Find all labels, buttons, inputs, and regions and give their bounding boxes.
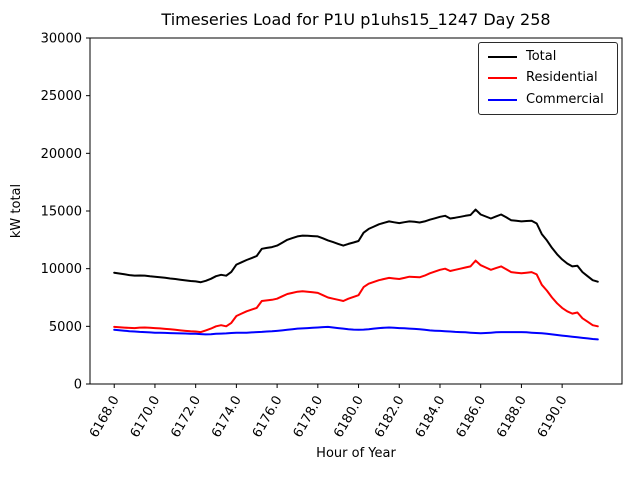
legend-label-total: Total (526, 49, 557, 64)
y-tick-label: 15000 (41, 205, 82, 220)
residential-line-swatch (488, 77, 517, 80)
series-line-residential (113, 259, 599, 334)
x-tick-label: 6170.0 (128, 394, 164, 441)
x-tick-label: 6190.0 (535, 394, 571, 441)
x-tick-label: 6184.0 (413, 394, 449, 441)
x-tick-label: 6176.0 (250, 394, 286, 441)
y-tick-label: 20000 (41, 147, 82, 162)
legend-box: Total Residential Commercial (478, 42, 618, 115)
x-tick-label: 6182.0 (372, 394, 408, 441)
series-line-total (113, 208, 599, 284)
x-tick-label: 6188.0 (494, 394, 530, 441)
legend-item-commercial: Commercial (488, 91, 607, 107)
commercial-line-swatch (488, 98, 517, 101)
y-tick-label: 10000 (41, 262, 82, 277)
x-tick-label: 6180.0 (331, 394, 367, 441)
y-tick-label: 30000 (41, 32, 82, 47)
y-tick-label: 5000 (49, 320, 82, 335)
series-line-commercial (113, 325, 599, 341)
y-tick-label: 25000 (41, 89, 82, 104)
y-axis-ticks: 0 5000 10000 15000 20000 25000 30000 (41, 32, 90, 393)
x-axis-ticks: 6168.0 6170.0 6172.0 6174.0 6176.0 6178.0 6180… (87, 384, 571, 440)
x-tick-label: 6172.0 (168, 394, 204, 441)
legend-label-commercial: Commercial (526, 91, 604, 107)
x-tick-label: 6174.0 (209, 394, 245, 441)
chart-title: Timeseries Load for P1U p1uhs15_1247 Day… (160, 10, 550, 30)
series-lines (113, 208, 599, 341)
legend-item-residential: Residential (488, 70, 607, 86)
x-tick-label: 6168.0 (87, 394, 123, 441)
y-tick-label: 0 (74, 378, 82, 393)
legend-label-residential: Residential (526, 70, 598, 86)
y-axis-label: kW total (9, 184, 24, 238)
x-axis-label: Hour of Year (316, 446, 396, 461)
total-line-swatch (488, 56, 517, 59)
legend-item-total: Total (488, 49, 607, 64)
x-tick-label: 6178.0 (291, 394, 327, 441)
x-tick-label: 6186.0 (453, 393, 489, 440)
